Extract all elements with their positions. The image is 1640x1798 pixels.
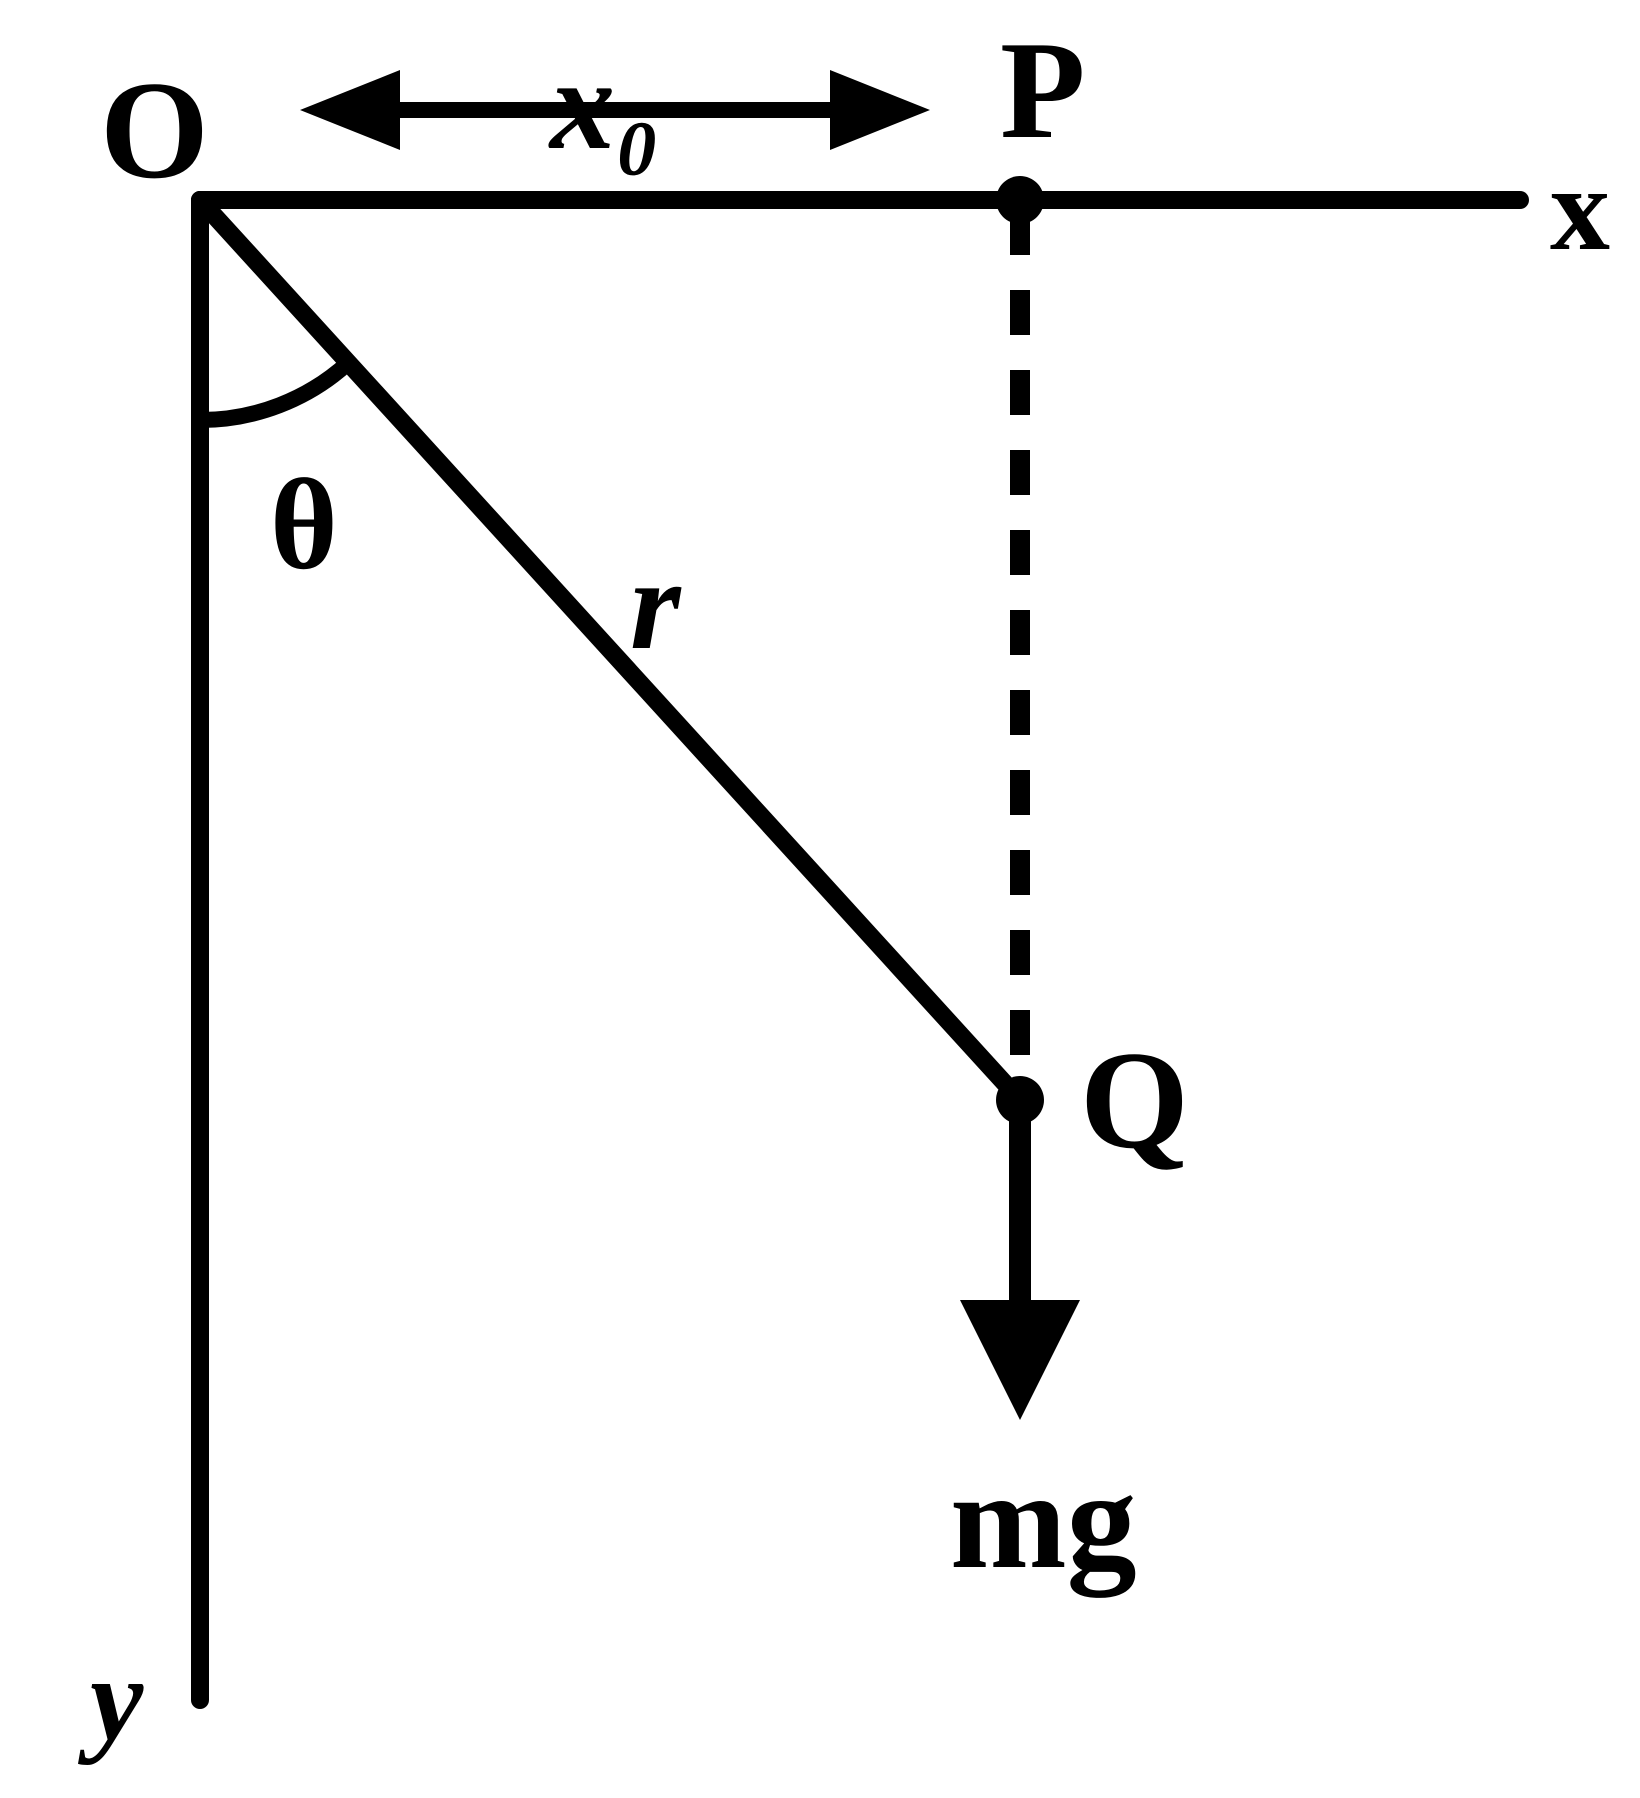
label-x0: x₀ <box>550 30 660 180</box>
x0-arrow-left <box>300 70 400 150</box>
angle-arc <box>200 363 348 420</box>
physics-diagram: O P x y x₀ θ r Q mg <box>0 0 1640 1798</box>
label-theta: θ <box>270 450 338 600</box>
label-y: y <box>90 1630 143 1768</box>
x0-arrow-right <box>830 70 930 150</box>
label-mg: mg <box>950 1440 1137 1601</box>
label-P: P <box>1000 10 1086 171</box>
label-x: x <box>1550 140 1610 278</box>
diagram-svg <box>0 0 1640 1798</box>
label-O: O <box>100 50 209 211</box>
point-p <box>996 176 1044 224</box>
label-r: r <box>630 530 681 680</box>
mg-arrowhead <box>960 1300 1080 1420</box>
label-Q: Q <box>1080 1020 1189 1181</box>
radius-line <box>200 200 1020 1100</box>
